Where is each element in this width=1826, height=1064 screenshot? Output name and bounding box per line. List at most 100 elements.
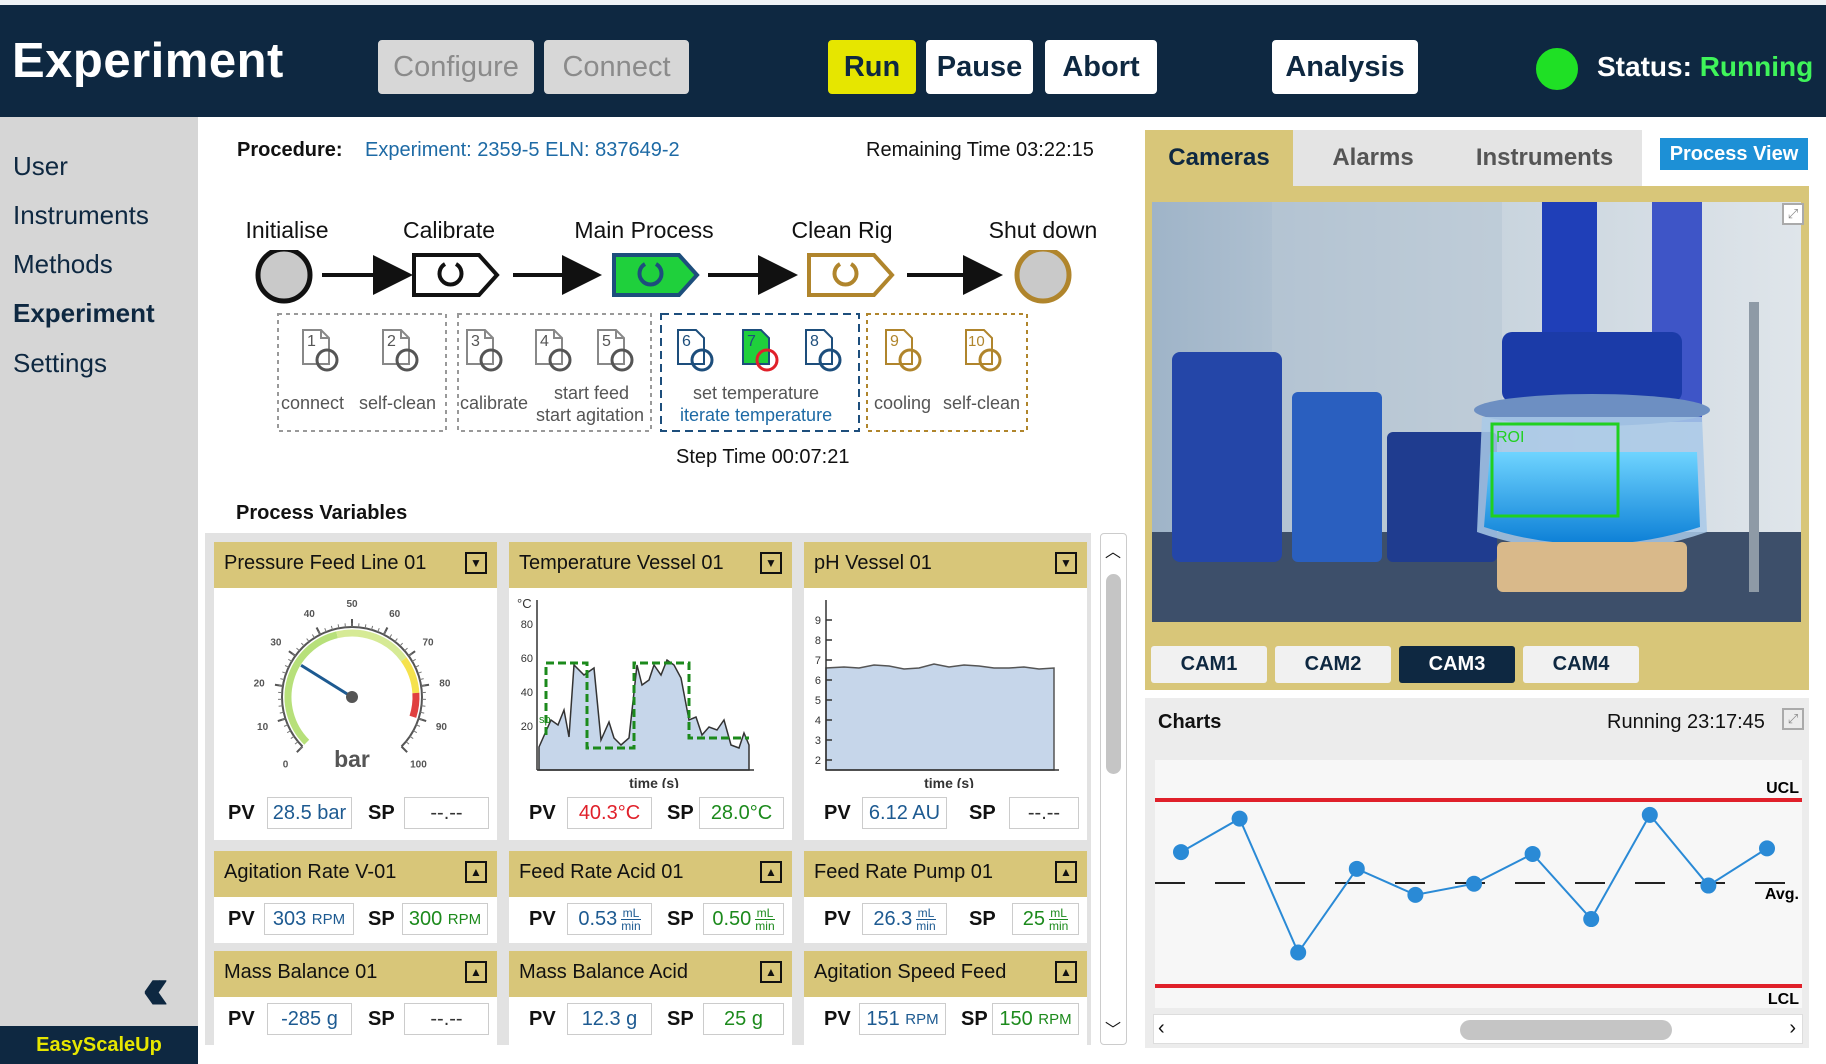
stage-label-initialise: Initialise <box>245 217 329 243</box>
pv-card-feed-rate-pump: Feed Rate Pump 01 ▲ PV 26.3 mL min SP 25 mL m… <box>804 851 1087 943</box>
chevron-up-icon[interactable]: ▲ <box>465 861 487 883</box>
chevron-up-icon[interactable]: ▲ <box>465 961 487 983</box>
tab-cameras[interactable]: Cameras <box>1145 130 1293 186</box>
step-3-icon[interactable]: 3 <box>466 329 503 372</box>
status-text: Status: Running <box>1597 51 1813 83</box>
expand-icon[interactable]: ⤢ <box>1782 203 1804 225</box>
cam3-button[interactable]: CAM3 <box>1399 646 1515 683</box>
chevron-up-icon[interactable]: ▲ <box>760 861 782 883</box>
configure-button[interactable]: Configure <box>378 40 534 94</box>
svg-text:1: 1 <box>307 333 316 350</box>
process-view-button[interactable]: Process View <box>1660 138 1808 170</box>
camera-feed[interactable]: ROI <box>1152 202 1801 622</box>
double-chevron-left-icon[interactable]: ‹‹ <box>142 954 170 1023</box>
expand-icon[interactable]: ⤢ <box>1782 708 1804 730</box>
cam1-button[interactable]: CAM1 <box>1151 646 1267 683</box>
chevron-down-icon[interactable]: ﹀ <box>1105 1022 1122 1039</box>
data-point[interactable] <box>1173 844 1189 861</box>
clean-rig-stage-icon[interactable] <box>807 253 895 297</box>
sp-value[interactable]: 0.50 mL min <box>703 903 784 935</box>
card-title: Mass Balance 01 <box>224 961 378 983</box>
sp-value[interactable]: 25 mL min <box>1012 903 1079 935</box>
sp-label: SP <box>368 802 395 824</box>
ph-chart: 2 3 4 5 6 7 8 9 time (s) <box>815 600 1059 788</box>
stage-label-main-process: Main Process <box>574 217 714 243</box>
step-10-icon[interactable]: 10 <box>965 329 1002 372</box>
tab-instruments[interactable]: Instruments <box>1447 130 1642 186</box>
chevron-left-icon[interactable]: ‹ <box>1158 1017 1165 1039</box>
tab-alarms[interactable]: Alarms <box>1293 130 1453 186</box>
sp-value[interactable]: 25 g <box>703 1003 784 1035</box>
data-point[interactable] <box>1466 875 1482 892</box>
data-point[interactable] <box>1583 911 1600 928</box>
sp-value[interactable]: --.-- <box>404 1003 489 1035</box>
y-tick-label: 6 <box>815 675 821 687</box>
pv-card-mass-balance: Mass Balance 01 ▲ PV -285 g SP --.-- <box>214 951 497 1045</box>
data-point[interactable] <box>1759 840 1775 857</box>
step-2-icon[interactable]: 2 <box>382 329 419 372</box>
chart-scrollbar[interactable]: ‹ › <box>1153 1014 1803 1044</box>
step-5-icon[interactable]: 5 <box>597 329 634 372</box>
connect-button[interactable]: Connect <box>544 40 689 94</box>
data-point[interactable] <box>1407 886 1424 903</box>
calibrate-stage-icon[interactable] <box>412 253 500 297</box>
step-6-icon[interactable]: 6 <box>677 329 714 372</box>
chevron-right-icon[interactable]: › <box>1789 1017 1796 1039</box>
sidebar-item-methods[interactable]: Methods <box>13 249 113 279</box>
data-point[interactable] <box>1524 845 1541 862</box>
cam4-button[interactable]: CAM4 <box>1523 646 1639 683</box>
chevron-up-icon[interactable]: ▲ <box>760 961 782 983</box>
shut-down-stage-icon[interactable] <box>1014 250 1072 304</box>
pv-value: 26.3 mL min <box>862 903 947 935</box>
sp-value[interactable]: 28.0°C <box>699 797 784 829</box>
pv-label: PV <box>228 1008 255 1030</box>
sp-label: SP <box>667 802 694 824</box>
sp-value[interactable]: 300 RPM <box>402 903 488 935</box>
pause-button[interactable]: Pause <box>926 40 1033 94</box>
sidebar-item-instruments[interactable]: Instruments <box>13 200 149 230</box>
chevron-down-icon[interactable]: ▼ <box>760 552 782 574</box>
abort-button[interactable]: Abort <box>1045 40 1157 94</box>
data-point[interactable] <box>1700 877 1717 894</box>
scrollbar-thumb[interactable] <box>1106 574 1121 774</box>
main-process-stage-icon[interactable] <box>612 253 700 297</box>
chevron-down-icon[interactable]: ▼ <box>465 552 487 574</box>
step-7-icon[interactable]: 7 <box>742 329 779 372</box>
data-point[interactable] <box>1290 944 1307 961</box>
scrollbar-thumb[interactable] <box>1460 1020 1672 1040</box>
step-9-icon[interactable]: 9 <box>885 329 922 372</box>
data-point[interactable] <box>1348 860 1365 877</box>
data-point[interactable] <box>1641 806 1658 823</box>
data-point[interactable] <box>1231 810 1248 827</box>
sidebar-item-settings[interactable]: Settings <box>13 348 107 378</box>
chevron-down-icon[interactable]: ▼ <box>1055 552 1077 574</box>
sp-value[interactable]: 150 RPM <box>992 1003 1079 1035</box>
step-8-icon[interactable]: 8 <box>805 329 842 372</box>
sp-value[interactable]: --.-- <box>404 797 489 829</box>
pv-scrollbar[interactable]: ︿ ﹀ <box>1100 533 1127 1045</box>
procedure-value[interactable]: Experiment: 2359-5 ELN: 837649-2 <box>365 139 680 161</box>
sidebar-item-user[interactable]: User <box>13 151 68 181</box>
analysis-button[interactable]: Analysis <box>1272 40 1418 94</box>
svg-text:8: 8 <box>810 333 819 350</box>
sp-value[interactable]: --.-- <box>1009 797 1079 829</box>
initialise-stage-icon[interactable] <box>255 250 313 304</box>
pv-card-ph-vessel: pH Vessel 01 ▼ 2 3 4 5 6 7 8 9 time (s) PV 6.12 … <box>804 542 1087 840</box>
gauge-tick-label: 20 <box>254 678 266 689</box>
chevron-up-icon[interactable]: ︿ <box>1105 544 1122 561</box>
cam2-button[interactable]: CAM2 <box>1275 646 1391 683</box>
step-1-icon[interactable]: 1 <box>302 329 339 372</box>
step-4-icon[interactable]: 4 <box>535 329 572 372</box>
step-label-start-feed: start feed <box>554 383 630 403</box>
x-axis-label: time (s) <box>629 775 679 788</box>
chevron-up-icon[interactable]: ▲ <box>1055 961 1077 983</box>
sp-number: 150 <box>999 1007 1033 1030</box>
card-header: Mass Balance 01 ▲ <box>214 951 497 997</box>
sidebar-item-experiment[interactable]: Experiment <box>13 298 155 328</box>
run-button[interactable]: Run <box>828 40 916 94</box>
chevron-up-icon[interactable]: ▲ <box>1055 861 1077 883</box>
pv-label: PV <box>824 908 851 930</box>
sidebar: User Instruments Methods Experiment Sett… <box>0 117 198 1064</box>
stage-label-calibrate: Calibrate <box>402 217 496 243</box>
